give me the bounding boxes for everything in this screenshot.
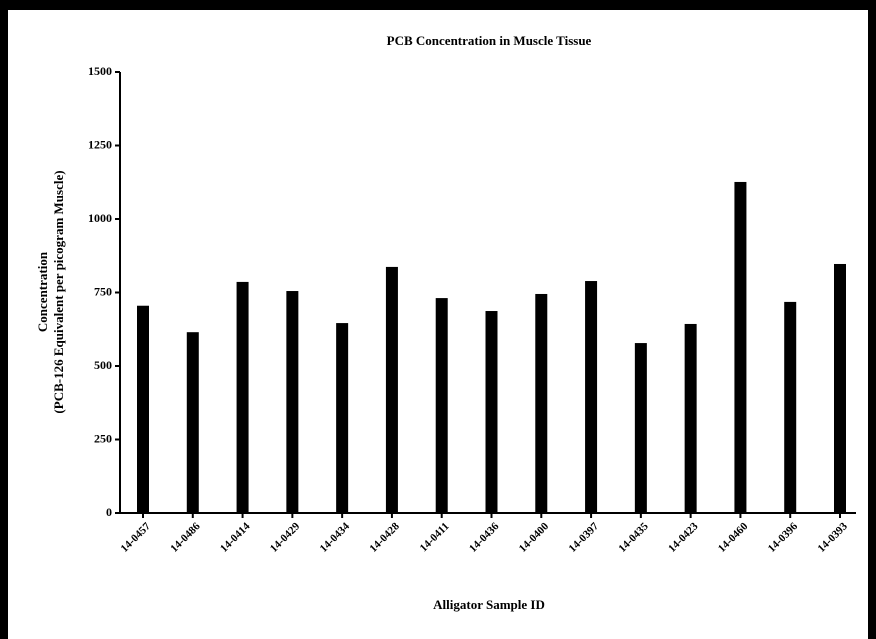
- y-tick-label: 1000: [88, 211, 112, 225]
- x-axis-label: Alligator Sample ID: [433, 597, 545, 612]
- bar: [186, 332, 199, 513]
- y-tick-label: 750: [94, 284, 112, 298]
- bar: [834, 263, 846, 513]
- y-tick-label: 1250: [88, 137, 112, 151]
- bar: [734, 181, 747, 513]
- bar: [684, 323, 697, 513]
- y-tick-label: 250: [94, 431, 112, 445]
- bar: [435, 298, 448, 513]
- chart-title: PCB Concentration in Muscle Tissue: [387, 33, 592, 48]
- y-tick-label: 1500: [88, 64, 112, 78]
- bar: [634, 343, 647, 513]
- y-tick-label: 500: [94, 358, 112, 372]
- y-tick-label: 0: [106, 505, 112, 519]
- bar: [236, 281, 249, 513]
- y-axis-label: Concentration: [35, 251, 50, 332]
- y-axis-label: (PCB-126 Equivalent per picogram Muscle): [51, 170, 66, 413]
- bar: [137, 305, 149, 513]
- bar: [535, 293, 548, 513]
- bar: [585, 281, 598, 513]
- bar: [336, 323, 349, 513]
- bar: [385, 266, 398, 513]
- bar: [286, 291, 299, 513]
- bar: [784, 301, 797, 513]
- bar: [485, 311, 498, 513]
